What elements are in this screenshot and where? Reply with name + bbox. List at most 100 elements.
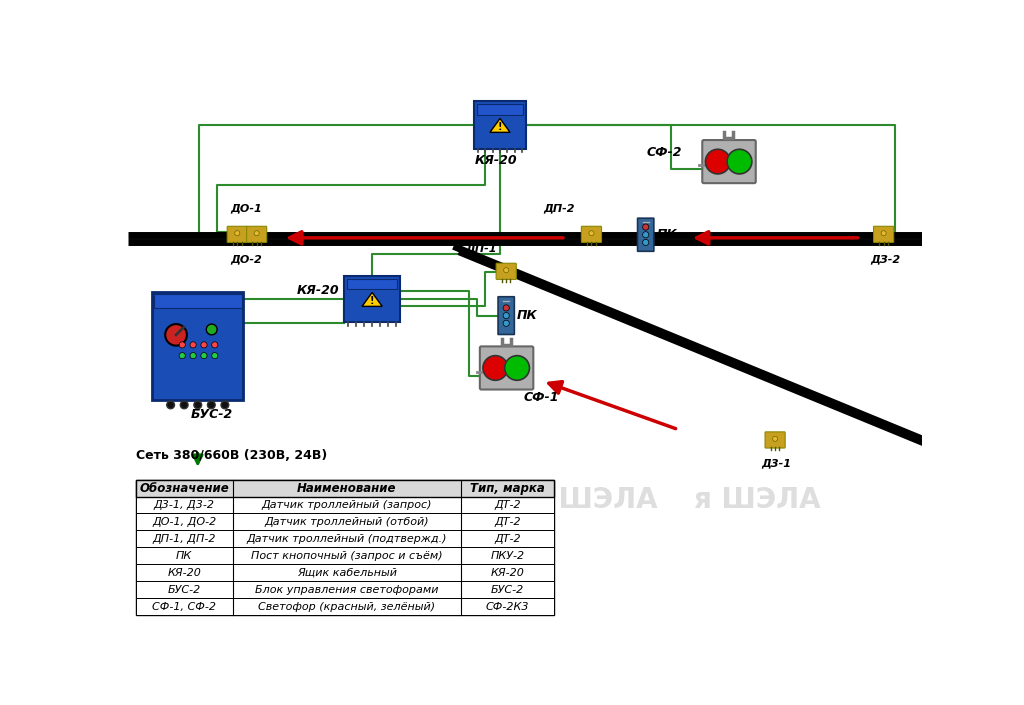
Text: ДО-1: ДО-1 [230, 203, 262, 213]
Bar [136, 598, 554, 615]
Text: ДТ-2: ДТ-2 [495, 500, 521, 510]
Circle shape [167, 401, 174, 409]
Text: СФ-2: СФ-2 [646, 146, 682, 159]
Text: СФ-1, СФ-2: СФ-1, СФ-2 [153, 601, 216, 612]
Circle shape [234, 231, 240, 235]
Text: Обозначение: Обозначение [139, 482, 229, 495]
Text: СФ-1: СФ-1 [523, 391, 559, 404]
Circle shape [483, 355, 508, 380]
FancyBboxPatch shape [227, 226, 248, 243]
Text: Пост кнопочный (запрос и съём): Пост кнопочный (запрос и съём) [251, 551, 442, 561]
Circle shape [503, 312, 509, 319]
Bar [347, 278, 397, 290]
Bar [152, 293, 244, 400]
FancyBboxPatch shape [702, 140, 756, 183]
Circle shape [190, 342, 197, 348]
Circle shape [772, 436, 777, 441]
Text: я ШЭЛА: я ШЭЛА [369, 486, 495, 515]
Circle shape [206, 324, 217, 335]
Bar [136, 564, 554, 581]
FancyBboxPatch shape [638, 218, 654, 251]
Bar [136, 479, 554, 496]
Text: ПКУ-2: ПКУ-2 [490, 551, 525, 561]
FancyBboxPatch shape [498, 297, 514, 334]
Circle shape [504, 268, 509, 273]
Bar [344, 276, 400, 321]
Text: ДЗ-2: ДЗ-2 [870, 255, 900, 265]
Circle shape [503, 305, 509, 311]
Circle shape [254, 231, 259, 235]
Text: Датчик троллейный (подтвержд.): Датчик троллейный (подтвержд.) [247, 534, 447, 544]
Text: Д3-1, Д3-2: Д3-1, Д3-2 [154, 500, 215, 510]
Text: БУС-2: БУС-2 [492, 584, 524, 595]
Circle shape [212, 352, 218, 359]
Circle shape [212, 342, 218, 348]
Text: ДП-1: ДП-1 [465, 243, 497, 253]
Text: Сеть 380/660В (230В, 24В): Сеть 380/660В (230В, 24В) [136, 449, 327, 462]
Circle shape [194, 401, 202, 409]
Polygon shape [362, 293, 382, 307]
Text: ДП-1, ДП-2: ДП-1, ДП-2 [153, 534, 216, 544]
Bar [136, 496, 554, 513]
FancyBboxPatch shape [496, 263, 516, 279]
Text: Датчик троллейный (запрос): Датчик троллейный (запрос) [262, 500, 432, 510]
Bar [136, 547, 554, 564]
Bar [136, 581, 554, 598]
Text: КЯ-20: КЯ-20 [475, 154, 517, 167]
Bar [474, 101, 526, 149]
Circle shape [180, 401, 188, 409]
Circle shape [706, 149, 730, 174]
FancyBboxPatch shape [765, 432, 785, 448]
Circle shape [221, 401, 228, 409]
Text: я ШЭЛА: я ШЭЛА [206, 486, 332, 515]
Text: СФ-2К3: СФ-2К3 [486, 601, 529, 612]
Bar [136, 513, 554, 530]
Polygon shape [489, 118, 510, 133]
Circle shape [589, 231, 594, 235]
Circle shape [643, 240, 649, 245]
FancyBboxPatch shape [247, 226, 266, 243]
Circle shape [643, 232, 649, 238]
Circle shape [179, 342, 185, 348]
Text: я ШЭЛА: я ШЭЛА [531, 486, 657, 515]
Text: ПК: ПК [656, 228, 677, 241]
FancyBboxPatch shape [873, 226, 894, 243]
Circle shape [208, 401, 215, 409]
Text: Ящик кабельный: Ящик кабельный [297, 568, 397, 578]
Text: я ШЭЛА: я ШЭЛА [693, 486, 820, 515]
Text: ДО-1, ДО-2: ДО-1, ДО-2 [152, 517, 216, 527]
Circle shape [727, 149, 752, 174]
Text: ДО-2: ДО-2 [230, 255, 262, 265]
Bar [154, 294, 242, 308]
Text: Д3-1: Д3-1 [762, 459, 792, 469]
Text: БУС-2: БУС-2 [168, 584, 201, 595]
Text: ДТ-2: ДТ-2 [495, 517, 521, 527]
Circle shape [201, 342, 207, 348]
Text: Датчик троллейный (отбой): Датчик троллейный (отбой) [264, 517, 429, 527]
Circle shape [643, 224, 649, 230]
Text: БУС-2: БУС-2 [190, 408, 232, 421]
Text: ДП-2: ДП-2 [543, 203, 574, 213]
Bar [136, 530, 554, 547]
Text: !: ! [370, 296, 375, 306]
Text: Тип, марка: Тип, марка [470, 482, 545, 495]
Text: Блок управления светофорами: Блок управления светофорами [255, 584, 438, 595]
Text: Светофор (красный, зелёный): Светофор (красный, зелёный) [258, 601, 435, 612]
Text: ДТ-2: ДТ-2 [495, 534, 521, 544]
Text: КЯ-20: КЯ-20 [490, 568, 524, 578]
Circle shape [881, 231, 886, 235]
Circle shape [179, 352, 185, 359]
Circle shape [201, 352, 207, 359]
Text: Наименование: Наименование [297, 482, 396, 495]
Circle shape [503, 320, 509, 326]
Circle shape [165, 324, 187, 345]
Bar [477, 104, 523, 115]
Circle shape [505, 355, 529, 380]
FancyBboxPatch shape [582, 226, 601, 243]
Text: !: ! [498, 122, 502, 132]
Circle shape [190, 352, 197, 359]
Text: ПК: ПК [517, 309, 538, 322]
Text: КЯ-20: КЯ-20 [297, 284, 340, 298]
Text: ПК: ПК [176, 551, 193, 561]
Bar [136, 479, 554, 615]
